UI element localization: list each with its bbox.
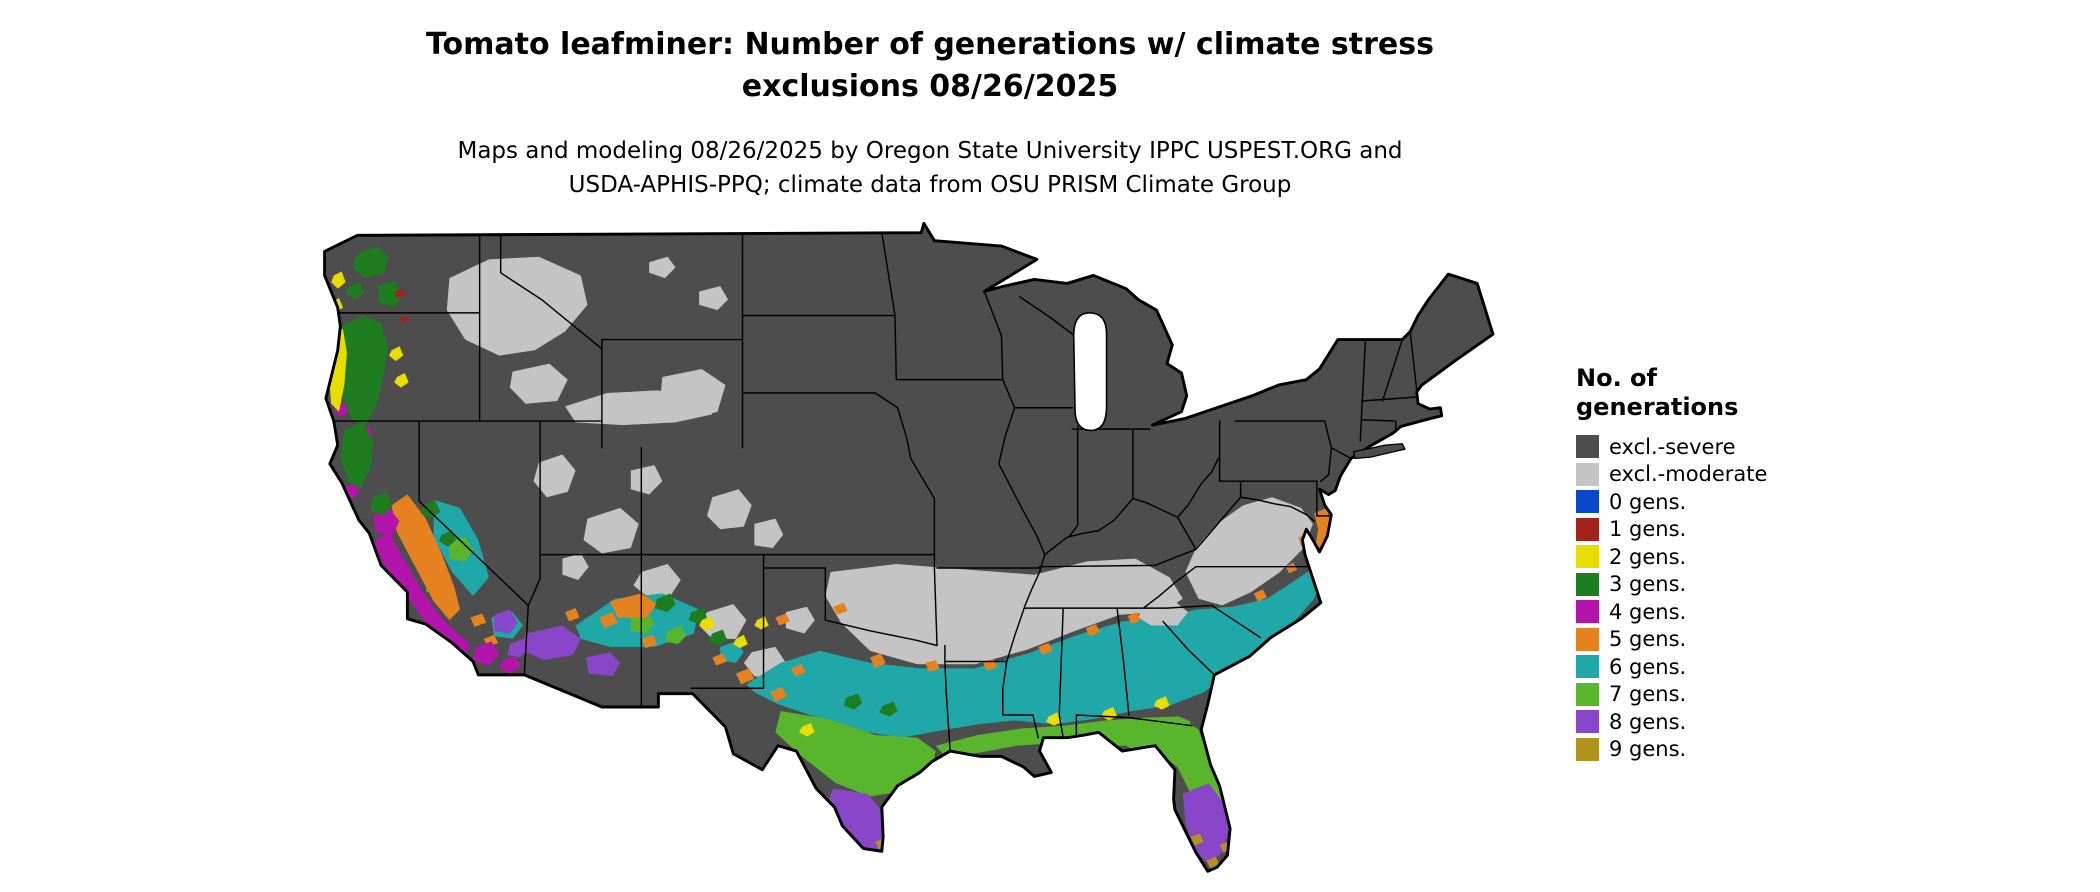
figure-subtitle-line2: USDA-APHIS-PPQ; climate data from OSU PR… bbox=[568, 172, 1292, 198]
legend-swatch-8-gens bbox=[1576, 710, 1599, 734]
legend-swatch-6-gens bbox=[1576, 655, 1599, 679]
legend-label-2-gens: 2 gens. bbox=[1609, 544, 1687, 569]
legend-title-line2: generations bbox=[1576, 393, 1739, 421]
legend-entry-0-gens: 0 gens. bbox=[1576, 488, 1767, 516]
legend-swatch-excl-moderate bbox=[1576, 462, 1599, 486]
legend-entry-4-gens: 4 gens. bbox=[1576, 598, 1767, 626]
legend-swatch-5-gens bbox=[1576, 627, 1599, 651]
legend-label-0-gens: 0 gens. bbox=[1609, 489, 1687, 514]
legend-label-excl-severe: excl.-severe bbox=[1609, 434, 1736, 459]
legend-title-line1: No. of bbox=[1576, 364, 1657, 392]
legend-entry-6-gens: 6 gens. bbox=[1576, 653, 1767, 681]
figure-subtitle: Maps and modeling 08/26/2025 by Oregon S… bbox=[0, 134, 1860, 202]
title-block: Tomato leafminer: Number of generations … bbox=[0, 24, 1860, 202]
legend-title: No. of generations bbox=[1576, 364, 1767, 422]
legend-label-6-gens: 6 gens. bbox=[1609, 654, 1687, 679]
legend-entry-8-gens: 8 gens. bbox=[1576, 708, 1767, 736]
figure-title-line2: exclusions 08/26/2025 bbox=[741, 69, 1119, 104]
region-excl-severe-base bbox=[324, 223, 1493, 872]
legend-swatch-1-gens bbox=[1576, 517, 1599, 541]
legend-entry-9-gens: 9 gens. bbox=[1576, 736, 1767, 764]
legend-swatch-0-gens bbox=[1576, 490, 1599, 514]
legend-label-8-gens: 8 gens. bbox=[1609, 709, 1687, 734]
legend-label-1-gens: 1 gens. bbox=[1609, 517, 1687, 542]
legend-swatch-4-gens bbox=[1576, 600, 1599, 624]
legend-label-5-gens: 5 gens. bbox=[1609, 627, 1687, 652]
legend-entry-3-gens: 3 gens. bbox=[1576, 571, 1767, 599]
state-borders bbox=[333, 231, 1418, 752]
long-island bbox=[1352, 443, 1406, 460]
legend-label-7-gens: 7 gens. bbox=[1609, 682, 1687, 707]
regions-1-gens bbox=[394, 288, 409, 324]
legend-label-excl-moderate: excl.-moderate bbox=[1609, 462, 1768, 487]
regions-3-gens bbox=[336, 246, 898, 717]
figure-title: Tomato leafminer: Number of generations … bbox=[0, 24, 1860, 108]
legend-entry-excl-severe: excl.-severe bbox=[1576, 433, 1767, 461]
legend-entry-2-gens: 2 gens. bbox=[1576, 543, 1767, 571]
legend-label-4-gens: 4 gens. bbox=[1609, 599, 1687, 624]
us-map bbox=[318, 222, 1514, 890]
regions-9-gens bbox=[875, 833, 1232, 869]
legend-swatch-9-gens bbox=[1576, 737, 1599, 761]
us-map-svg bbox=[323, 222, 1495, 873]
legend-label-9-gens: 9 gens. bbox=[1609, 737, 1687, 762]
legend: No. of generations excl.-severe excl.-mod… bbox=[1576, 364, 1767, 763]
legend-swatch-excl-severe bbox=[1576, 435, 1599, 459]
figure-title-line1: Tomato leafminer: Number of generations … bbox=[426, 27, 1434, 62]
legend-swatch-3-gens bbox=[1576, 572, 1599, 596]
us-outline bbox=[323, 222, 1495, 873]
legend-entry-excl-moderate: excl.-moderate bbox=[1576, 461, 1767, 489]
lake-michigan bbox=[1072, 312, 1108, 432]
legend-swatch-7-gens bbox=[1576, 682, 1599, 706]
legend-entry-7-gens: 7 gens. bbox=[1576, 681, 1767, 709]
figure-subtitle-line1: Maps and modeling 08/26/2025 by Oregon S… bbox=[457, 138, 1403, 164]
legend-swatch-2-gens bbox=[1576, 545, 1599, 569]
legend-label-3-gens: 3 gens. bbox=[1609, 572, 1687, 597]
legend-entry-5-gens: 5 gens. bbox=[1576, 626, 1767, 654]
legend-entry-1-gens: 1 gens. bbox=[1576, 516, 1767, 544]
